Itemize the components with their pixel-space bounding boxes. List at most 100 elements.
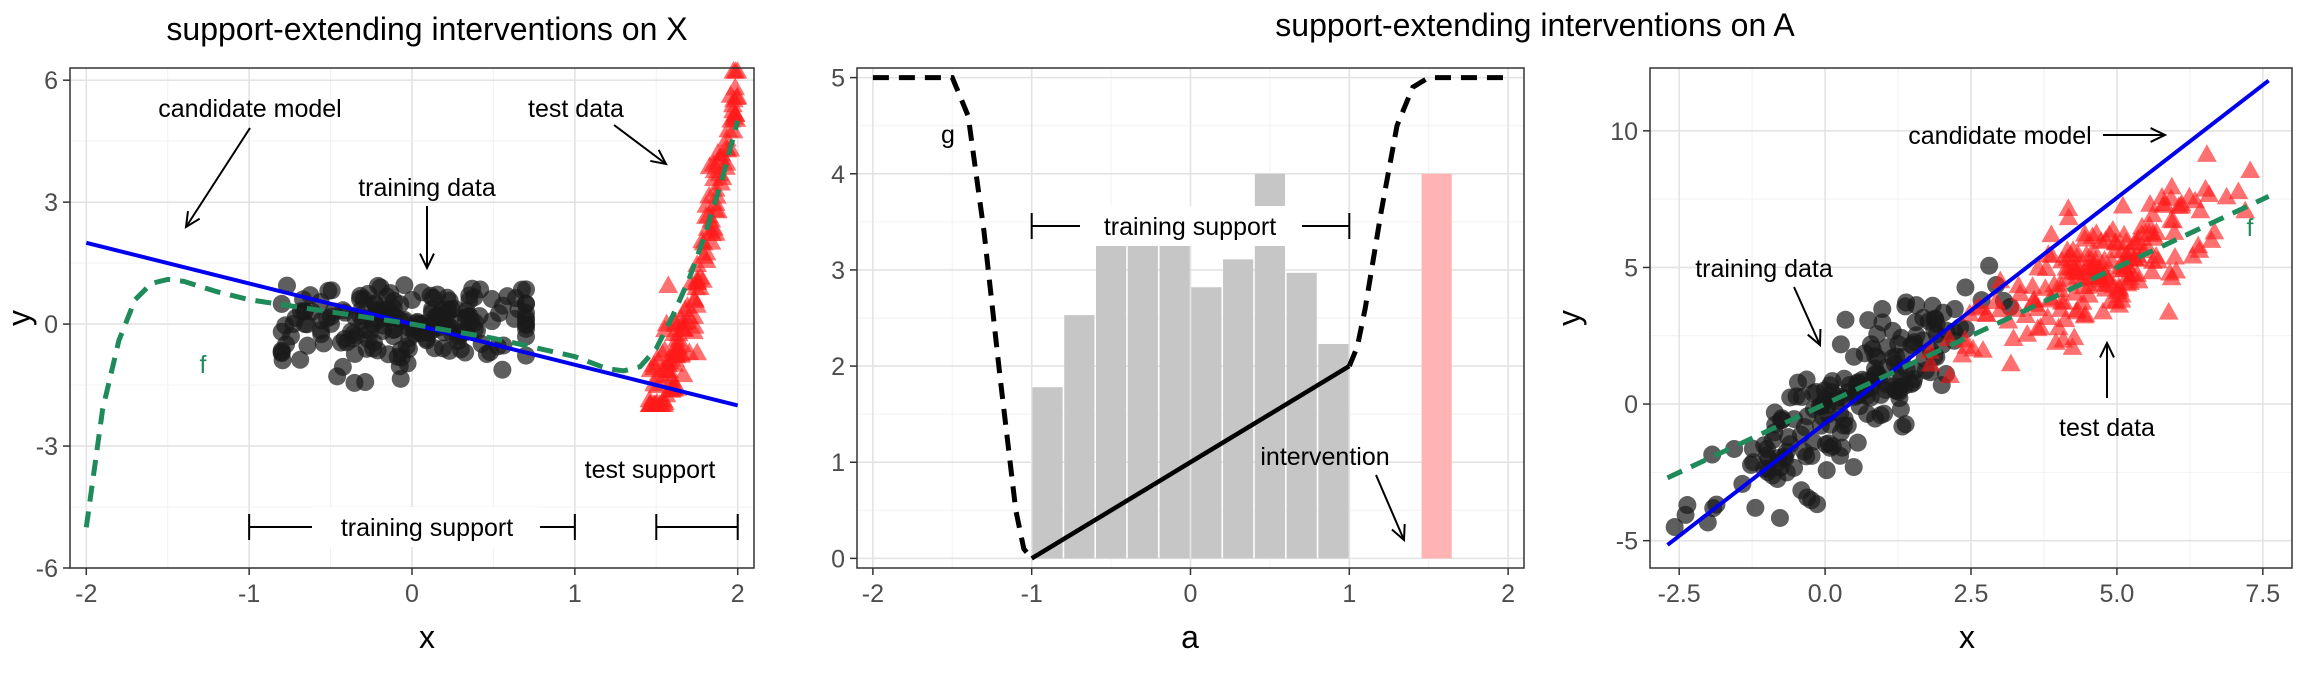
grid-lines <box>1650 68 2292 568</box>
training-point <box>1703 445 1722 464</box>
test-point <box>2062 337 2083 355</box>
left-panel-title: support-extending interventions on X <box>166 11 687 47</box>
test-point <box>2118 242 2139 260</box>
training-point <box>460 286 479 305</box>
training-point <box>428 310 447 329</box>
training-point <box>1848 433 1867 452</box>
x-tick-label: 5.0 <box>2100 580 2135 608</box>
candidate-model-line <box>1666 78 2270 547</box>
test-point <box>2161 176 2182 195</box>
training-point <box>1956 278 1975 297</box>
x-tick-label: 1 <box>1342 580 1356 608</box>
y-tick-label: -6 <box>36 555 58 583</box>
intervention-annotation: intervention <box>1260 443 1389 471</box>
y-tick-label: 3 <box>44 189 58 217</box>
training-point <box>1758 439 1777 458</box>
middle-panel-title: support-extending interventions on A <box>1275 7 1795 43</box>
training-point <box>1859 311 1878 330</box>
training-point <box>1676 505 1695 524</box>
training-point <box>1765 403 1784 422</box>
training-point <box>1873 300 1892 319</box>
test-point <box>2119 267 2140 286</box>
test-point <box>658 275 679 293</box>
y-tick-label: 0 <box>44 311 58 339</box>
training-support-annotation: training support <box>341 514 513 542</box>
test-point <box>2140 194 2160 212</box>
training-point <box>1892 370 1911 389</box>
test-point <box>2010 283 2031 302</box>
y-tick-label: 6 <box>44 67 58 95</box>
test-point <box>2064 282 2085 301</box>
y-tick-label: -3 <box>36 433 58 461</box>
training-point <box>1876 380 1895 399</box>
histogram-bar <box>1064 315 1095 559</box>
training-point <box>377 287 396 306</box>
test-point <box>2003 328 2024 346</box>
test-point <box>2190 200 2211 219</box>
x-tick-label: -1 <box>238 580 260 608</box>
test-point <box>1973 340 1993 358</box>
x-tick-label: -1 <box>1021 580 1043 608</box>
test-point <box>2028 257 2049 276</box>
training-point <box>391 369 410 388</box>
test-point <box>2053 330 2074 348</box>
y-tick-label: 3 <box>831 257 845 285</box>
training-data-annotation: training data <box>1695 255 1833 283</box>
test-point <box>659 360 680 379</box>
training-point <box>1896 297 1915 316</box>
histogram-bar <box>1159 233 1190 559</box>
test-point <box>2158 302 2179 320</box>
test-point <box>2017 324 2038 342</box>
test-point <box>2051 291 2072 310</box>
y-tick-label: 4 <box>831 161 845 189</box>
training-data-arrow-head <box>419 253 435 271</box>
y-tick-label: 5 <box>831 65 845 93</box>
test-point <box>2105 232 2126 250</box>
test-point <box>2146 246 2167 264</box>
test-point <box>2164 222 2185 240</box>
test-point <box>2041 224 2062 243</box>
test-point <box>655 319 675 338</box>
g-curve-right <box>1346 75 1509 368</box>
test-point <box>2185 190 2206 209</box>
training-point <box>276 316 295 335</box>
y-tick-label: 5 <box>1624 254 1638 282</box>
training-point <box>1665 518 1684 537</box>
training-data-arrow <box>1793 286 1821 346</box>
middle-panel: -2 -1 0 1 2 0 1 2 3 4 5 a g training support intervent… <box>831 65 1525 655</box>
test-point <box>2091 231 2112 249</box>
test-point <box>2152 186 2172 205</box>
training-point <box>1746 498 1765 517</box>
training-point <box>1914 308 1933 327</box>
test-point <box>2000 353 2021 372</box>
x-tick-label: -2 <box>862 580 884 608</box>
test-point <box>2058 198 2079 217</box>
test-point <box>2098 270 2119 289</box>
test-point <box>2100 290 2121 309</box>
training-point <box>1831 335 1850 354</box>
test-point <box>2067 267 2088 285</box>
test-point <box>2168 196 2189 214</box>
test-point <box>2182 245 2203 264</box>
training-point <box>345 373 364 392</box>
test-point <box>2161 267 2182 286</box>
histogram-bar <box>1286 272 1317 559</box>
f-label: f <box>2247 214 2254 242</box>
test-point <box>2008 275 2029 294</box>
test-point <box>654 394 674 412</box>
y-tick-label: 0 <box>1624 391 1638 419</box>
training-point <box>1855 344 1874 363</box>
training-point <box>1744 453 1763 472</box>
test-data-annotation: test data <box>2059 414 2155 442</box>
true-function-line <box>1666 194 2270 481</box>
test-point <box>647 348 668 367</box>
test-point <box>720 85 741 103</box>
grid-lines <box>857 68 1524 568</box>
x-tick-label: 2 <box>1501 580 1515 608</box>
test-point <box>2027 318 2048 337</box>
test-point <box>2165 246 2185 265</box>
test-point <box>2112 195 2133 214</box>
test-point <box>2064 327 2085 346</box>
